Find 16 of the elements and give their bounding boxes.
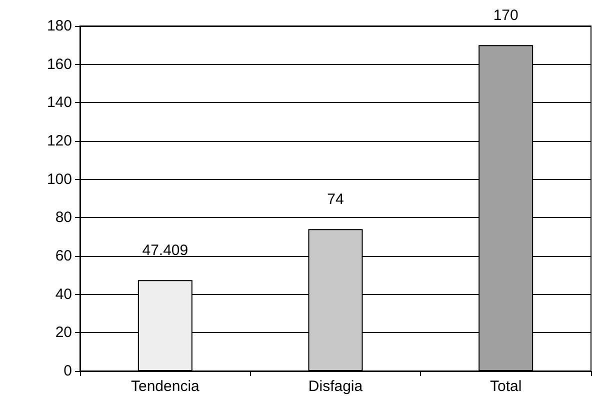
data-label: 74 xyxy=(327,191,344,208)
y-tick-label: 160 xyxy=(46,56,72,73)
x-tick-label: Disfagia xyxy=(308,378,364,395)
y-tick-label: 80 xyxy=(55,209,72,226)
y-tick-label: 0 xyxy=(64,362,72,380)
y-tick-label: 60 xyxy=(55,248,72,264)
data-label: 170 xyxy=(493,7,518,24)
y-tick-label: 20 xyxy=(55,324,72,342)
x-tick-label: Total xyxy=(490,378,522,395)
y-tick-label: 120 xyxy=(46,132,72,150)
y-tick-label: 180 xyxy=(46,18,72,34)
y-tick-label: 140 xyxy=(46,94,72,112)
y-tick-label: 40 xyxy=(55,286,72,303)
y-tick-label: 100 xyxy=(46,170,72,188)
data-label: 47.409 xyxy=(142,242,188,260)
x-tick-label: Tendencia xyxy=(130,378,200,395)
